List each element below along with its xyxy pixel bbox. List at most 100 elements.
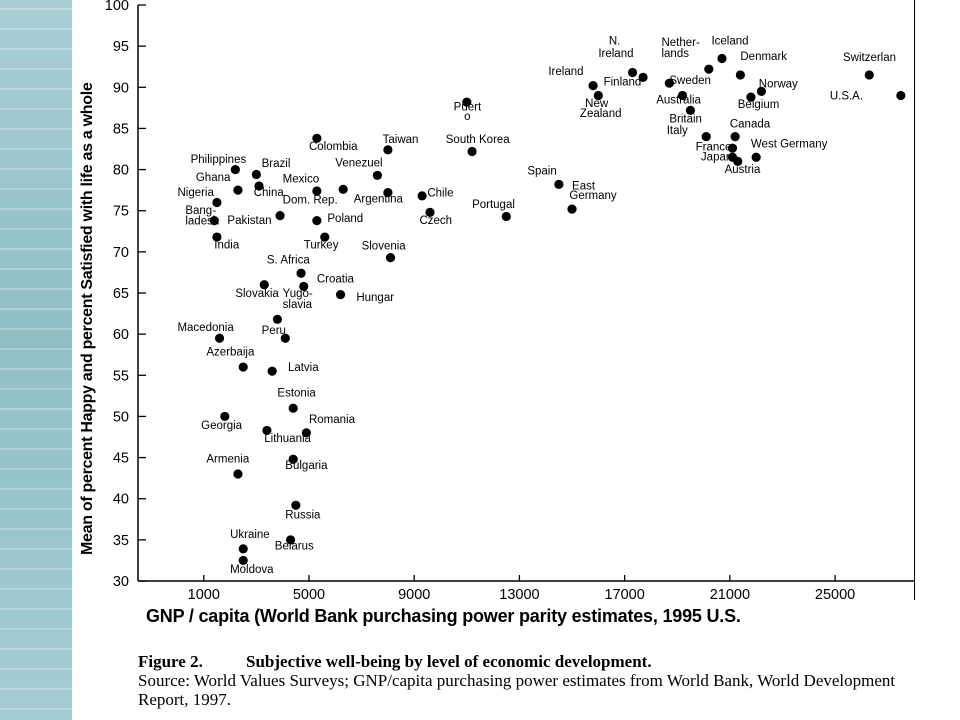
scatter-chart: 30 35 40 45 50 55 60 65 70 75 80 85 90 95 100 1000 5000 9…	[105, 0, 914, 600]
data-point	[730, 132, 740, 142]
point-label: slavia	[283, 299, 313, 311]
strip-line	[0, 8, 72, 10]
strip-line	[0, 468, 72, 470]
data-point	[383, 145, 393, 155]
point-label: India	[214, 240, 240, 252]
strip-line	[0, 448, 72, 450]
point-label: Switzerlan	[843, 52, 896, 64]
point-label: Norway	[759, 78, 798, 90]
point-label: o	[464, 111, 470, 123]
y-tick-label: 85	[113, 121, 129, 137]
strip-line	[0, 168, 72, 170]
data-point	[372, 170, 382, 180]
data-point	[746, 92, 756, 102]
point-label: France	[696, 142, 732, 154]
point-label: Germany	[569, 190, 617, 202]
data-point	[677, 90, 688, 101]
data-point	[756, 86, 767, 96]
strip-line	[0, 648, 72, 650]
data-point	[338, 184, 348, 194]
point-label: lands	[661, 48, 689, 60]
point-label: Australia	[656, 95, 701, 107]
data-point	[285, 535, 296, 545]
data-point	[296, 268, 306, 278]
point-label: Britain	[669, 114, 702, 126]
data-point	[262, 425, 272, 436]
point-label: New	[585, 98, 609, 110]
strip-line	[0, 308, 72, 310]
y-axis-title: Mean of percent Happy and percent Satisf…	[79, 82, 96, 555]
data-point	[685, 105, 696, 115]
strip-line	[0, 488, 72, 490]
data-point	[233, 185, 243, 195]
point-label: Georgia	[201, 420, 243, 432]
point-label: Romania	[309, 414, 356, 426]
y-tick-label: 90	[113, 80, 129, 96]
x-tick-label: 13000	[499, 587, 539, 600]
strip-line	[0, 268, 72, 270]
point-label: Philippines	[191, 154, 247, 166]
point-label: Moldova	[230, 564, 274, 576]
data-point	[312, 186, 322, 196]
point-label: Slovenia	[362, 240, 407, 252]
strip-line	[0, 128, 72, 130]
point-label: Brazil	[262, 158, 291, 170]
point-label: Nigeria	[177, 187, 214, 199]
figure-caption: Figure 2. Subjective well-being by level …	[138, 652, 898, 709]
x-tick-label: 21000	[710, 587, 750, 600]
data-point	[254, 181, 264, 191]
figure-source: Source: World Values Surveys; GNP/capita…	[138, 671, 896, 709]
point-label: Canada	[730, 119, 771, 131]
point-label: Latvia	[288, 362, 319, 374]
data-point	[588, 81, 598, 91]
data-point	[233, 469, 243, 479]
data-point	[251, 169, 261, 180]
strip-line	[0, 208, 72, 210]
y-tick-label: 70	[113, 245, 129, 261]
data-point	[312, 215, 322, 226]
caption-heading: Figure 2. Subjective well-being by level …	[138, 652, 898, 671]
y-tick-label: 30	[113, 574, 129, 590]
point-label: Bang-	[185, 205, 216, 217]
x-tick-label: 9000	[398, 587, 430, 600]
strip-line	[0, 608, 72, 610]
y-tick-label: 80	[113, 163, 129, 179]
point-label: Macedonia	[177, 322, 234, 334]
data-point	[501, 211, 511, 222]
x-tick-label: 17000	[604, 587, 644, 600]
point-label: Colombia	[309, 141, 358, 153]
point-label: Pakistan	[227, 215, 271, 227]
strip-line	[0, 48, 72, 50]
data-point	[299, 281, 309, 292]
strip-line	[0, 368, 72, 370]
point-label: Dom. Rep.	[283, 194, 338, 206]
data-point	[704, 64, 714, 74]
data-point	[267, 366, 277, 376]
data-point	[638, 72, 648, 83]
y-tick-label: 50	[113, 409, 129, 425]
strip-line	[0, 228, 72, 230]
point-label: Poland	[327, 213, 363, 225]
data-point	[288, 454, 298, 464]
point-label: Yugo-	[283, 288, 313, 300]
data-point	[212, 232, 222, 242]
data-point	[335, 290, 346, 300]
point-label: East	[572, 180, 596, 192]
point-label: China	[254, 187, 285, 199]
x-tick-label: 5000	[293, 587, 325, 600]
data-point	[272, 314, 283, 324]
point-label: Nether-	[661, 37, 700, 49]
point-label: Turkey	[304, 240, 339, 252]
data-point	[238, 555, 248, 566]
side-decoration-strip	[0, 0, 72, 720]
point-label: Estonia	[277, 388, 316, 400]
point-label: ladesh	[185, 216, 219, 228]
data-point	[301, 428, 311, 438]
data-point	[280, 333, 290, 343]
y-tick-label: 55	[113, 368, 129, 384]
data-point	[425, 207, 435, 217]
point-label: Belarus	[275, 541, 314, 553]
plot-right-border	[914, 0, 915, 600]
x-tick-label: 25000	[815, 587, 855, 600]
point-label: Finland	[604, 77, 642, 89]
